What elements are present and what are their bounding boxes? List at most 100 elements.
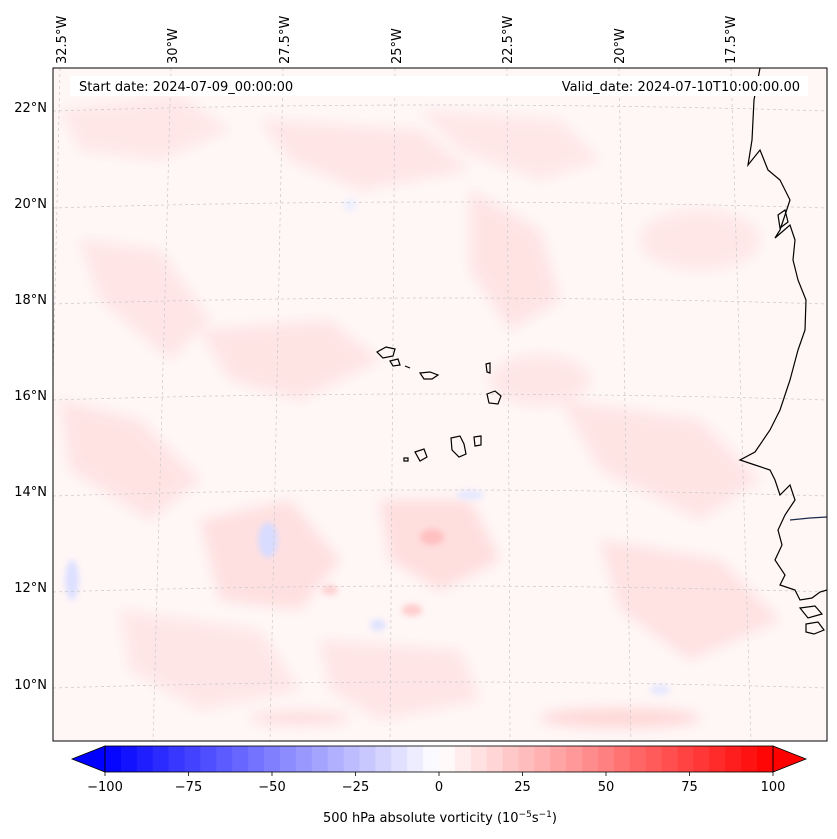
longitude-labels: 32.5°W 30°W 27.5°W 25°W 22.5°W 20°W 17.5… xyxy=(55,16,739,64)
colorbar-tick-label: 75 xyxy=(681,780,698,795)
colorbar-segments xyxy=(105,746,774,772)
lat-label-18n: 18°N xyxy=(14,293,47,308)
lat-label-10n: 10°N xyxy=(14,678,47,693)
colorbar-segment xyxy=(264,746,281,772)
colorbar-tick-label: −100 xyxy=(87,780,123,795)
colorbar: −100 −75 −50 −25 0 25 50 75 100 500 hPa absolute… xyxy=(70,745,808,826)
graticule xyxy=(53,68,827,741)
lon-label-25w: 25°W xyxy=(390,28,405,64)
colorbar-min-extension xyxy=(70,745,106,773)
colorbar-tick-label: −50 xyxy=(258,780,285,795)
colorbar-segment xyxy=(200,746,217,772)
lat-line-10n xyxy=(53,681,827,689)
colorbar-segment xyxy=(629,746,647,772)
lat-label-20n: 20°N xyxy=(14,197,47,212)
lon-line-25w xyxy=(389,68,396,741)
cape-verde-islands xyxy=(376,346,502,462)
colorbar-segment xyxy=(295,746,313,772)
date-header-box xyxy=(70,76,808,96)
lon-label-32-5w: 32.5°W xyxy=(55,16,70,64)
lon-line-30w xyxy=(152,68,172,741)
colorbar-segment xyxy=(534,746,551,772)
colorbar-segment xyxy=(105,746,122,772)
colorbar-segment xyxy=(391,746,408,772)
santo-antao-island xyxy=(376,346,396,359)
lat-line-16n xyxy=(53,393,827,401)
colorbar-segment xyxy=(168,746,186,772)
colorbar-segment xyxy=(359,746,376,772)
lon-line-20w xyxy=(618,68,632,741)
colorbar-segment xyxy=(423,746,440,772)
latitude-labels: 22°N 20°N 18°N 16°N 14°N 12°N 10°N xyxy=(14,101,47,693)
colorbar-segment xyxy=(136,746,154,772)
colorbar-segment xyxy=(470,746,488,772)
colorbar-segment xyxy=(518,746,536,772)
lat-line-22n xyxy=(53,104,827,112)
colorbar-segment xyxy=(661,746,679,772)
colorbar-segment xyxy=(725,746,742,772)
colorbar-segment xyxy=(248,746,265,772)
lat-line-12n xyxy=(53,585,827,593)
santa-luzia-island xyxy=(404,365,411,369)
lat-label-14n: 14°N xyxy=(14,485,47,500)
colorbar-segment xyxy=(677,746,695,772)
colorbar-tick-label: 0 xyxy=(435,780,443,795)
colorbar-tick-label: 100 xyxy=(761,780,786,795)
colorbar-segment xyxy=(439,746,456,772)
sao-vicente-island xyxy=(389,358,401,367)
vorticity-extrema xyxy=(65,199,670,695)
colorbar-segment xyxy=(184,746,202,772)
colorbar-segment xyxy=(486,746,504,772)
lon-line-22-5w xyxy=(506,68,511,741)
colorbar-segment xyxy=(613,746,631,772)
boa-vista-island xyxy=(486,390,502,405)
lon-line-27-5w xyxy=(269,68,284,741)
african-coastline xyxy=(738,68,827,635)
colorbar-segment xyxy=(566,746,583,772)
colorbar-segment xyxy=(645,746,663,772)
vorticity-field xyxy=(53,68,827,741)
colorbar-title: 500 hPa absolute vorticity (10−5s−1) xyxy=(323,810,557,826)
lon-label-22-5w: 22.5°W xyxy=(501,16,516,64)
lat-line-18n xyxy=(53,297,827,305)
colorbar-segment xyxy=(279,746,297,772)
colorbar-segment xyxy=(327,746,345,772)
colorbar-max-extension xyxy=(772,745,808,773)
lat-label-12n: 12°N xyxy=(14,581,47,596)
colorbar-segment xyxy=(598,746,615,772)
colorbar-segment xyxy=(120,746,138,772)
colorbar-segment xyxy=(454,746,472,772)
colorbar-segment xyxy=(232,746,249,772)
maio-island xyxy=(473,435,482,447)
colorbar-segment xyxy=(502,746,520,772)
colorbar-segment xyxy=(152,746,170,772)
lat-label-22n: 22°N xyxy=(14,101,47,116)
colorbar-tick-label: −25 xyxy=(342,780,369,795)
fogo-island xyxy=(414,448,428,462)
lon-label-20w: 20°W xyxy=(613,28,628,64)
colorbar-segment xyxy=(407,746,424,772)
lon-line-17-5w xyxy=(730,68,752,741)
colorbar-segment xyxy=(741,746,758,772)
sao-nicolau-island xyxy=(418,371,440,380)
lat-label-16n: 16°N xyxy=(14,389,47,404)
lat-line-20n xyxy=(53,201,827,209)
colorbar-segment xyxy=(216,746,233,772)
colorbar-segment xyxy=(693,746,710,772)
colorbar-segment xyxy=(343,746,361,772)
colorbar-tick-label: 50 xyxy=(598,780,615,795)
colorbar-tick-label: −75 xyxy=(175,780,202,795)
colorbar-segment xyxy=(375,746,392,772)
colorbar-segment xyxy=(311,746,329,772)
valid-date-label: Valid_date: 2024-07-10T10:00:00.00 xyxy=(562,80,800,95)
colorbar-segment xyxy=(757,746,774,772)
colorbar-segment xyxy=(709,746,726,772)
colorbar-tick-label: 25 xyxy=(514,780,531,795)
santiago-island xyxy=(450,435,467,458)
colorbar-segment xyxy=(550,746,567,772)
lon-label-27-5w: 27.5°W xyxy=(278,16,293,64)
colorbar-segment xyxy=(582,746,599,772)
sal-island xyxy=(485,362,491,374)
lon-label-17-5w: 17.5°W xyxy=(724,16,739,64)
map-frame xyxy=(52,67,828,742)
